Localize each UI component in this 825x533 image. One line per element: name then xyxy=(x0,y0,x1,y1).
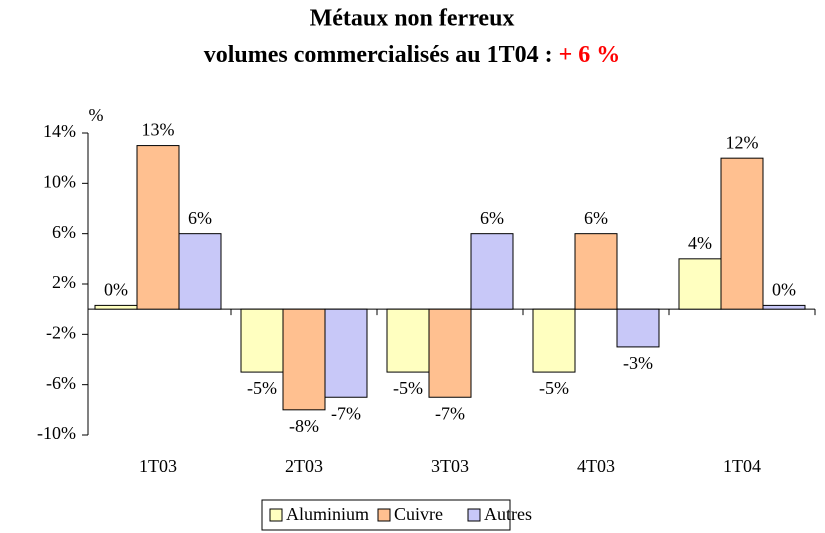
bar xyxy=(616,308,660,348)
bar xyxy=(428,308,472,398)
y-tick-label: 10% xyxy=(43,171,76,191)
y-tick-label: 14% xyxy=(43,121,76,141)
x-tick-label: 1T03 xyxy=(139,456,177,476)
value-label: 6% xyxy=(188,208,212,228)
y-tick-label: 6% xyxy=(52,222,76,242)
value-label: 6% xyxy=(584,208,608,228)
legend-swatch xyxy=(467,508,481,522)
bar xyxy=(762,304,806,310)
y-tick-label: -6% xyxy=(46,373,76,393)
legend-label: Aluminium xyxy=(286,504,369,524)
bar xyxy=(94,304,138,310)
bar xyxy=(574,233,618,310)
value-label: 0% xyxy=(104,280,128,300)
legend-label: Autres xyxy=(484,504,532,524)
bar xyxy=(324,308,368,398)
legend-label: Cuivre xyxy=(394,504,443,524)
value-label: -5% xyxy=(247,378,277,398)
subtitle-highlight: + 6 % xyxy=(559,42,621,68)
legend-swatch xyxy=(377,508,391,522)
subtitle-text: volumes commercialisés au 1T04 : xyxy=(204,42,553,68)
value-label: 4% xyxy=(688,233,712,253)
value-label: 13% xyxy=(142,120,175,140)
y-axis-label: % xyxy=(89,105,104,125)
value-label: -5% xyxy=(393,378,423,398)
value-label: 0% xyxy=(772,280,796,300)
value-label: 6% xyxy=(480,208,504,228)
bar xyxy=(720,157,764,310)
x-tick-label: 3T03 xyxy=(431,456,469,476)
value-label: -7% xyxy=(435,403,465,423)
value-label: -7% xyxy=(331,403,361,423)
y-tick-label: 2% xyxy=(52,272,76,292)
value-label: 12% xyxy=(726,132,759,152)
bar xyxy=(240,308,284,373)
value-label: -8% xyxy=(289,416,319,436)
x-tick-label: 4T03 xyxy=(577,456,615,476)
value-label: -5% xyxy=(539,378,569,398)
x-tick-label: 1T04 xyxy=(723,456,761,476)
chart-title: Métaux non ferreux xyxy=(310,6,515,32)
bar xyxy=(532,308,576,373)
chart-subtitle: volumes commercialisés au 1T04 : + 6 % xyxy=(204,42,621,68)
legend-swatch xyxy=(269,508,283,522)
bar xyxy=(678,258,722,310)
y-tick-label: -10% xyxy=(37,423,76,443)
bar xyxy=(386,308,430,373)
bar xyxy=(136,145,180,310)
bar xyxy=(178,233,222,310)
bar xyxy=(470,233,514,310)
y-tick-label: -2% xyxy=(46,322,76,342)
value-label: -3% xyxy=(623,353,653,373)
x-tick-label: 2T03 xyxy=(285,456,323,476)
bar xyxy=(282,308,326,411)
